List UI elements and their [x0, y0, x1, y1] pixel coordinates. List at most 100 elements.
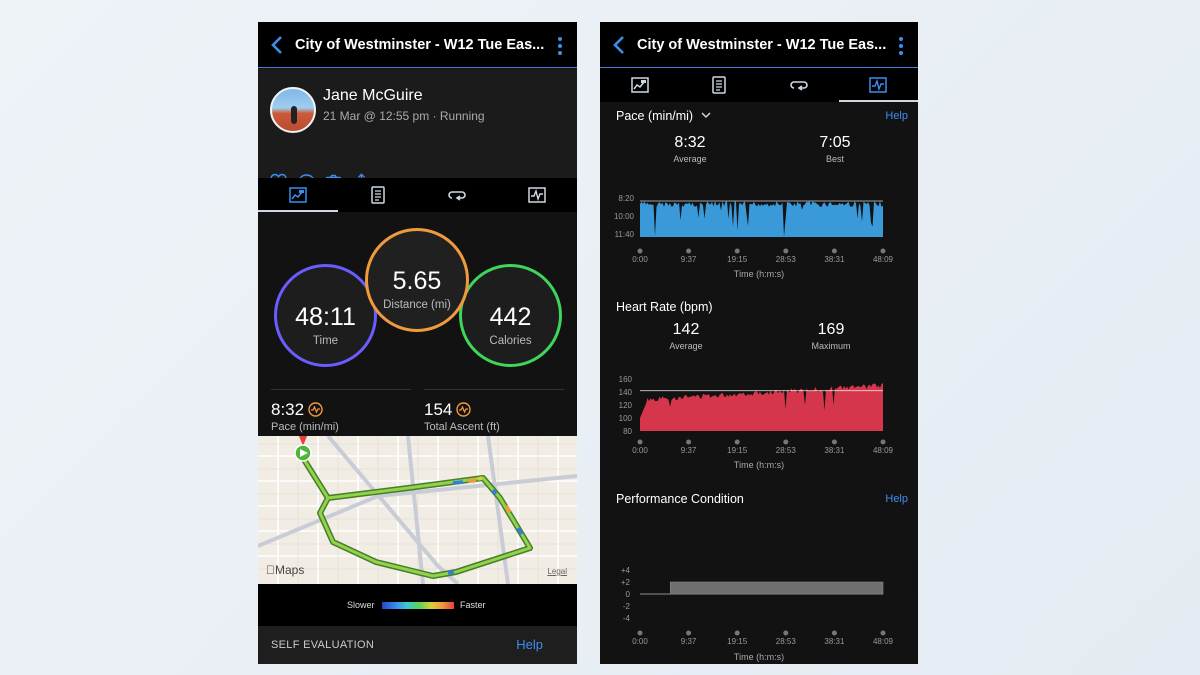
x-tick-dot	[831, 630, 837, 636]
y-tick-label: 120	[619, 401, 633, 410]
stats-panel: 48:11 Time 5.65 Distance (mi) 442 Calori…	[258, 212, 577, 436]
heart-rate-area	[640, 383, 883, 431]
tab-details[interactable]	[680, 68, 760, 102]
x-tick-dot	[637, 630, 643, 636]
tab-summary[interactable]	[600, 68, 680, 102]
x-tick-label: 38:31	[824, 446, 845, 455]
pace-area	[640, 201, 883, 237]
top-bar: City of Westminster - W12 Tue Eas...	[258, 22, 577, 68]
self-evaluation-label: SELF EVALUATION	[271, 639, 375, 651]
charts-icon	[869, 77, 887, 93]
summary-icon	[631, 77, 649, 93]
user-name[interactable]: Jane McGuire	[323, 87, 423, 104]
y-tick-label: 140	[619, 388, 633, 397]
y-tick-label: 100	[619, 414, 633, 423]
x-tick-dot	[637, 439, 643, 445]
pace-stat[interactable]: 8:32 Pace (min/mi)	[271, 389, 411, 433]
more-options-icon[interactable]	[898, 36, 904, 56]
x-tick-label: 9:37	[681, 446, 697, 455]
performance-chart[interactable]: +4 +2 0 -2 -4 0:00 9:37 19:15 28:53 38:31 48:09	[600, 562, 918, 652]
x-tick-label: 28:53	[776, 446, 797, 455]
x-tick-dot	[734, 248, 740, 254]
self-evaluation-row[interactable]: SELF EVALUATION Help	[258, 626, 577, 664]
y-tick-label: +4	[621, 566, 631, 575]
laps-icon	[448, 191, 467, 201]
pace-help-link[interactable]: Help	[885, 110, 908, 122]
pace-label: Pace (min/mi)	[271, 421, 339, 433]
y-tick-label: 160	[619, 375, 633, 384]
x-tick-dot	[734, 630, 740, 636]
x-tick-dot	[783, 439, 789, 445]
x-tick-label: 28:53	[776, 637, 797, 646]
x-tick-label: 9:37	[681, 637, 697, 646]
tab-charts[interactable]	[838, 68, 918, 102]
chevron-down-icon	[701, 112, 711, 119]
x-tick-dot	[686, 248, 692, 254]
time-value: 48:11	[295, 303, 356, 331]
activity-title: City of Westminster - W12 Tue Eas...	[295, 37, 545, 53]
y-tick-label: +2	[621, 578, 631, 587]
activity-charts-screen: City of Westminster - W12 Tue Eas... Pac…	[600, 22, 918, 664]
speed-legend: Slower Faster	[258, 584, 577, 626]
time-ring: 48:11 Time	[274, 264, 377, 367]
ascent-value: 154	[424, 400, 453, 419]
performance-title: Performance Condition	[616, 492, 744, 506]
back-arrow-icon[interactable]	[612, 34, 626, 56]
ascent-label: Total Ascent (ft)	[424, 421, 500, 433]
view-tabs	[258, 178, 577, 212]
y-tick-label: 0	[626, 590, 631, 599]
ascent-stat[interactable]: 154 Total Ascent (ft)	[424, 389, 564, 433]
route-map[interactable]: Maps Legal	[258, 436, 577, 584]
legal-link[interactable]: Legal	[547, 567, 567, 576]
x-tick-dot	[637, 248, 643, 254]
x-tick-dot	[783, 248, 789, 254]
x-tick-label: 48:09	[873, 637, 894, 646]
tab-summary[interactable]	[258, 178, 338, 212]
pace-title[interactable]: Pace (min/mi)	[616, 109, 711, 123]
speed-gradient-bar	[382, 602, 454, 609]
time-label: Time	[312, 335, 339, 347]
tab-charts[interactable]	[497, 178, 577, 212]
distance-label: Distance (mi)	[383, 299, 451, 311]
view-tabs	[600, 68, 918, 102]
tab-laps[interactable]	[759, 68, 839, 102]
heart-rate-average: 142 Average	[669, 321, 703, 351]
x-tick-dot	[880, 248, 886, 254]
x-tick-label: 0:00	[632, 255, 648, 264]
y-tick-label: 80	[623, 427, 632, 436]
x-tick-dot	[880, 439, 886, 445]
avatar[interactable]	[270, 87, 316, 133]
heart-rate-title: Heart Rate (bpm)	[616, 300, 713, 314]
calories-value: 442	[489, 303, 532, 331]
heart-rate-maximum: 169 Maximum	[811, 321, 851, 351]
x-tick-dot	[783, 630, 789, 636]
back-arrow-icon[interactable]	[270, 34, 284, 56]
x-tick-label: 28:53	[776, 255, 797, 264]
x-tick-dot	[734, 439, 740, 445]
x-tick-dot	[686, 630, 692, 636]
x-tick-label: 9:37	[681, 255, 697, 264]
ascent-chart-icon	[456, 402, 472, 417]
maps-logo: Maps	[266, 563, 304, 577]
tab-laps[interactable]	[418, 178, 498, 212]
tab-details[interactable]	[338, 178, 418, 212]
pace-chart[interactable]: 8:20 10:00 11:40 0:00 9:37 19:15 28:53 38:31 48:…	[600, 185, 918, 265]
activity-title: City of Westminster - W12 Tue Eas...	[637, 37, 887, 53]
x-tick-label: 48:09	[873, 255, 894, 264]
more-options-icon[interactable]	[557, 36, 563, 56]
activity-summary-screen: City of Westminster - W12 Tue Eas... Jan…	[258, 22, 577, 664]
performance-help-link[interactable]: Help	[885, 493, 908, 505]
x-tick-dot	[831, 248, 837, 254]
pace-best: 7:05 Best	[819, 134, 851, 164]
summary-icon	[289, 187, 307, 203]
pace-average: 8:32 Average	[673, 134, 707, 164]
y-tick-label: -4	[623, 614, 631, 623]
calories-label: Calories	[489, 335, 532, 347]
activity-date-type: 21 Mar @ 12:55 pm · Running	[323, 109, 485, 123]
details-icon	[370, 186, 385, 204]
x-tick-label: 19:15	[727, 446, 748, 455]
performance-x-axis-title: Time (h:m:s)	[733, 652, 785, 662]
top-bar: City of Westminster - W12 Tue Eas...	[600, 22, 918, 68]
self-evaluation-help-link[interactable]: Help	[516, 637, 543, 652]
heart-rate-chart[interactable]: 160 140 120 100 80 0:00 9:37 19:15 28:53 38:31 48:…	[600, 372, 918, 460]
